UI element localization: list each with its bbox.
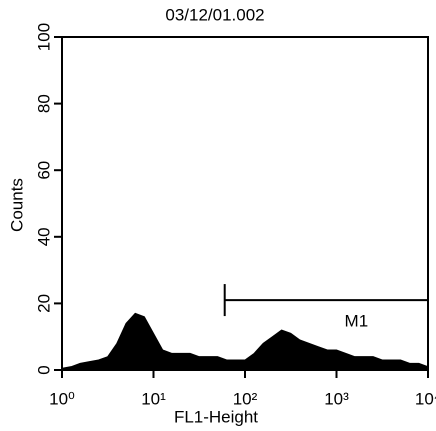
y-tick-label: 40 <box>34 227 53 246</box>
x-axis-label: FL1-Height <box>174 407 258 426</box>
y-tick-label: 80 <box>34 94 53 113</box>
y-tick-label: 100 <box>34 23 53 51</box>
y-tick-label: 60 <box>34 161 53 180</box>
x-tick-label: 10⁰ <box>49 389 75 408</box>
x-tick-label: 10² <box>233 389 258 408</box>
plot-frame <box>61 36 429 371</box>
y-tick-label: 20 <box>34 294 53 313</box>
x-tick-label: 10³ <box>324 389 349 408</box>
marker-label: M1 <box>345 312 369 331</box>
y-axis-label: Counts <box>7 178 26 232</box>
chart-title: 03/12/01.002 <box>165 5 264 24</box>
x-tick-label: 10¹ <box>141 389 166 408</box>
x-tick-label: 10⁴ <box>415 389 436 408</box>
y-tick-label: 0 <box>34 365 53 374</box>
histogram-area <box>61 312 429 371</box>
